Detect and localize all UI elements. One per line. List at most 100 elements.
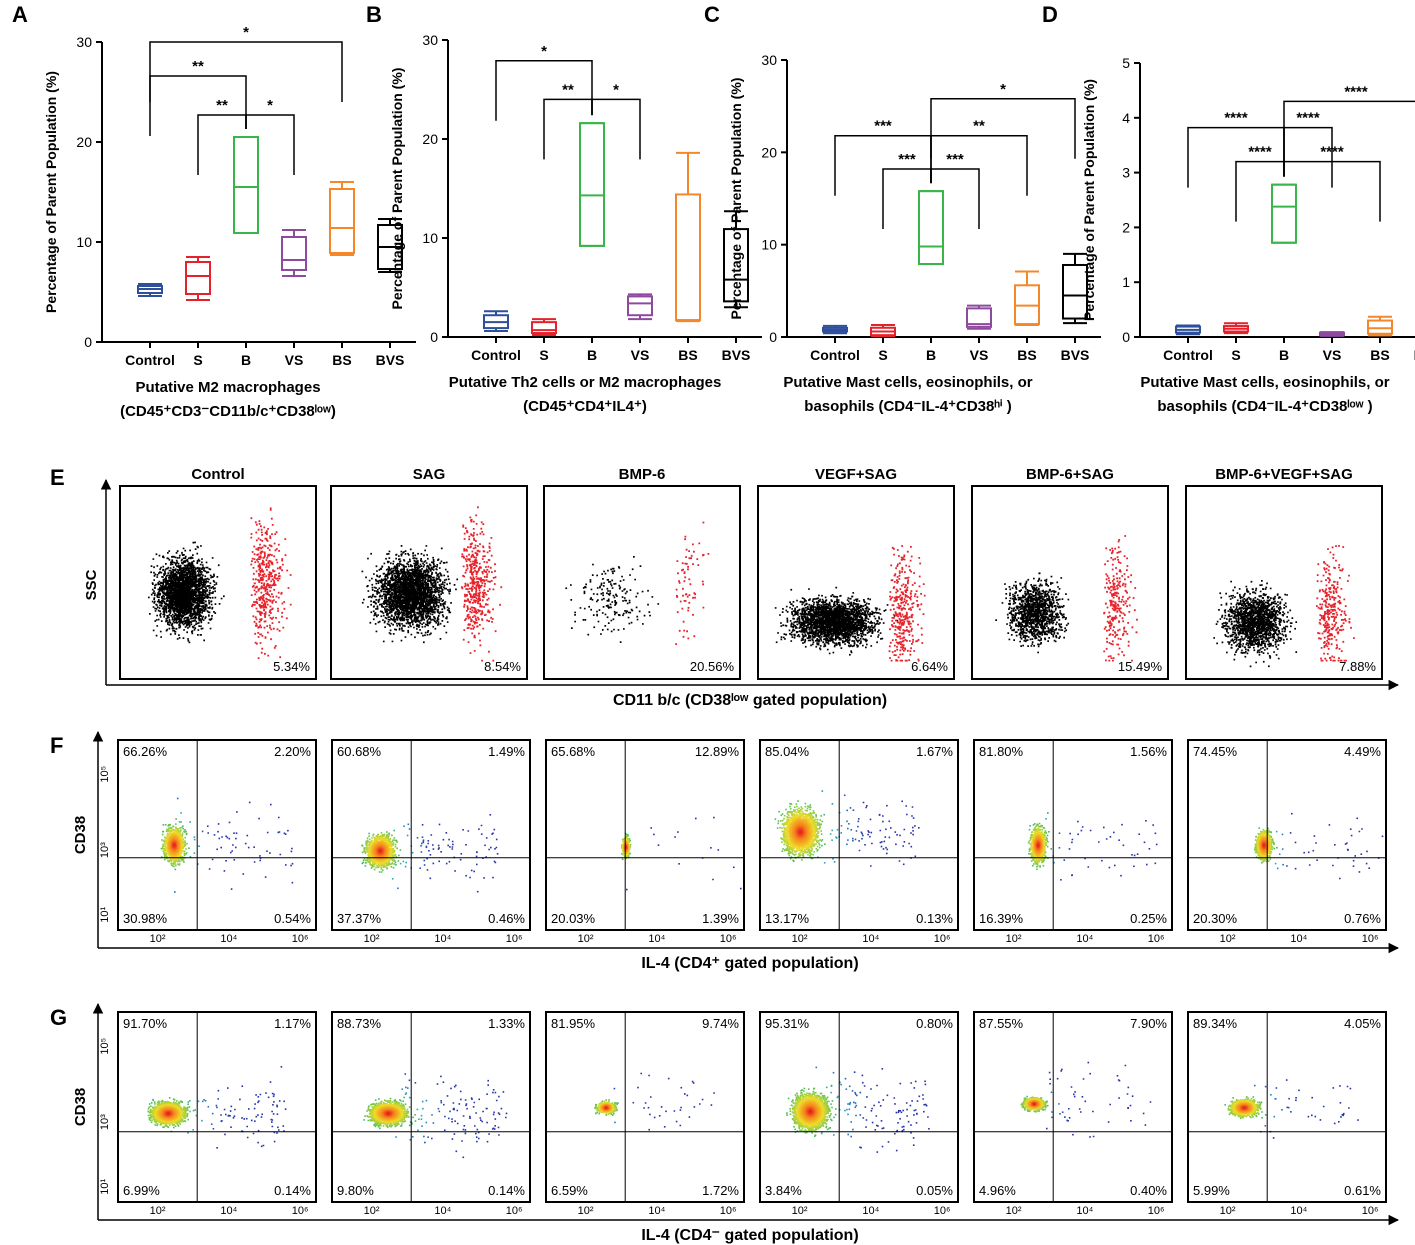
density-dots-layer <box>189 856 192 858</box>
density-dots-layer <box>821 790 824 792</box>
density-dots-layer <box>189 1100 191 1102</box>
quadrant-lower-left: 9.80% <box>337 1183 374 1198</box>
density-dots-layer <box>405 1086 407 1089</box>
plot-frame <box>971 485 1169 680</box>
density-dots-layer <box>1228 1113 1231 1116</box>
box-bs <box>1014 270 1040 326</box>
density-dots-layer <box>1276 846 1278 849</box>
density-dots-layer <box>846 1108 848 1111</box>
x-tick-label: Control <box>125 352 175 368</box>
density-dots-layer <box>1035 1111 1037 1113</box>
density-dots-layer <box>1252 1096 1255 1098</box>
density-dots-layer <box>378 871 383 873</box>
box-vs <box>1319 331 1345 337</box>
density-dots <box>621 816 742 891</box>
quadrant-upper-left: 81.95% <box>551 1016 596 1031</box>
density-dots-layer <box>1281 848 1284 850</box>
y-axis-title: CD38 <box>72 816 89 854</box>
x-tick-label: BVS <box>722 347 751 363</box>
y-axis-title: Percentage of Parent Population (%) <box>1081 79 1097 321</box>
density-dots-layer <box>1040 825 1043 828</box>
box-iqr <box>233 136 259 234</box>
panel-label: A <box>12 2 28 27</box>
density-dots-layer <box>184 836 186 839</box>
density-dots-layer <box>158 1105 180 1122</box>
density-dots-layer <box>816 824 819 842</box>
density-dots-layer <box>848 1102 851 1105</box>
x-tick-label: Control <box>471 347 521 363</box>
density-dots-layer <box>793 1122 796 1124</box>
significance-stars: **** <box>1344 83 1368 100</box>
density-dots-layer <box>1261 861 1264 863</box>
quadrant-lower-left: 5.99% <box>1193 1183 1230 1198</box>
scatter-plot-6: BMP-6+VEGF+SAG 7.88% <box>1185 466 1383 680</box>
density-dots-layer <box>422 1107 424 1110</box>
significance-bracket <box>495 60 593 121</box>
density-dots-layer <box>812 810 815 812</box>
density-dots-layer <box>625 833 628 836</box>
x-tick-label: 10⁴ <box>1290 1205 1307 1217</box>
density-dots-layer <box>364 842 371 865</box>
quadrant-lower-right: 0.14% <box>488 1183 525 1198</box>
density-dots-layer <box>211 1112 214 1115</box>
x-tick-label: 10⁶ <box>934 933 951 945</box>
x-tick-label: 10² <box>792 1205 808 1217</box>
density-dots-layer <box>431 1137 433 1140</box>
density-dots-layer <box>621 838 624 841</box>
density-dots-layer <box>812 853 814 856</box>
quadrant-upper-left: 81.80% <box>979 744 1024 759</box>
density-dots-layer <box>804 1131 807 1134</box>
density-dots-layer <box>368 840 392 846</box>
density-dots-layer <box>1275 830 1278 833</box>
y-axis-title: Percentage of Parent Population (%) <box>43 71 59 313</box>
x-tick-label: S <box>1231 347 1240 363</box>
density-dots-layer <box>437 1107 440 1110</box>
density-dots-layer <box>598 1112 600 1115</box>
density-dots-layer <box>156 1106 178 1122</box>
x-tick-label: 10⁶ <box>1148 1205 1165 1217</box>
density-dots-layer <box>408 1079 411 1082</box>
x-tick-label: 10⁶ <box>1362 933 1379 945</box>
density-dots-layer <box>790 803 793 805</box>
density-dots-layer <box>392 866 395 869</box>
quadrant-lower-left: 30.98% <box>123 911 168 926</box>
density-dots-layer <box>175 823 177 825</box>
density-dots-layer <box>1050 1091 1053 1094</box>
density-dots-layer <box>1227 1109 1230 1111</box>
x-tick-label: 10² <box>1220 1205 1236 1217</box>
density-dots-layer <box>1264 1125 1267 1127</box>
density-dots-layer <box>847 839 849 841</box>
x-tick-label: 10⁶ <box>292 933 309 945</box>
density-dots-layer <box>1273 843 1275 845</box>
quadrant-upper-left: 65.68% <box>551 744 596 759</box>
density-dots-layer <box>1036 840 1041 851</box>
density-dots-layer <box>825 1125 828 1128</box>
x-tick-label: 10² <box>364 933 380 945</box>
significance-stars: * <box>1000 81 1006 98</box>
density-dots-layer <box>361 851 367 864</box>
density-dots-layer <box>823 862 826 864</box>
density-dots-layer <box>833 1116 835 1119</box>
x-tick-label: BS <box>332 352 351 368</box>
density-dots-layer <box>183 861 185 863</box>
density-dots-layer <box>180 812 182 814</box>
density-dots-layer <box>782 848 784 850</box>
density-dots-layer <box>420 1114 423 1117</box>
panel-label: E <box>50 465 65 490</box>
plot-title: BMP-6+SAG <box>1026 466 1114 483</box>
box-iqr <box>579 122 605 247</box>
density-dots-layer <box>179 1123 181 1125</box>
density-dots-layer <box>607 1113 609 1115</box>
density-dots-layer <box>1034 823 1036 825</box>
density-dots-layer <box>183 830 185 833</box>
density-dots-layer <box>177 1124 179 1126</box>
density-dots <box>786 1066 930 1153</box>
panel-d: D 0 1 2 3 4 5 Percentage of Parent Population (… <box>1042 2 1415 415</box>
density-dots-layer <box>788 850 804 857</box>
density-dots-layer <box>389 1097 392 1100</box>
x-axis-title-line2: basophils (CD4⁻IL-4⁺CD38ˡᵒʷ ) <box>1157 398 1372 415</box>
density-dots-layer <box>799 831 802 834</box>
density-dots <box>160 797 294 893</box>
significance-bracket <box>1283 160 1381 222</box>
